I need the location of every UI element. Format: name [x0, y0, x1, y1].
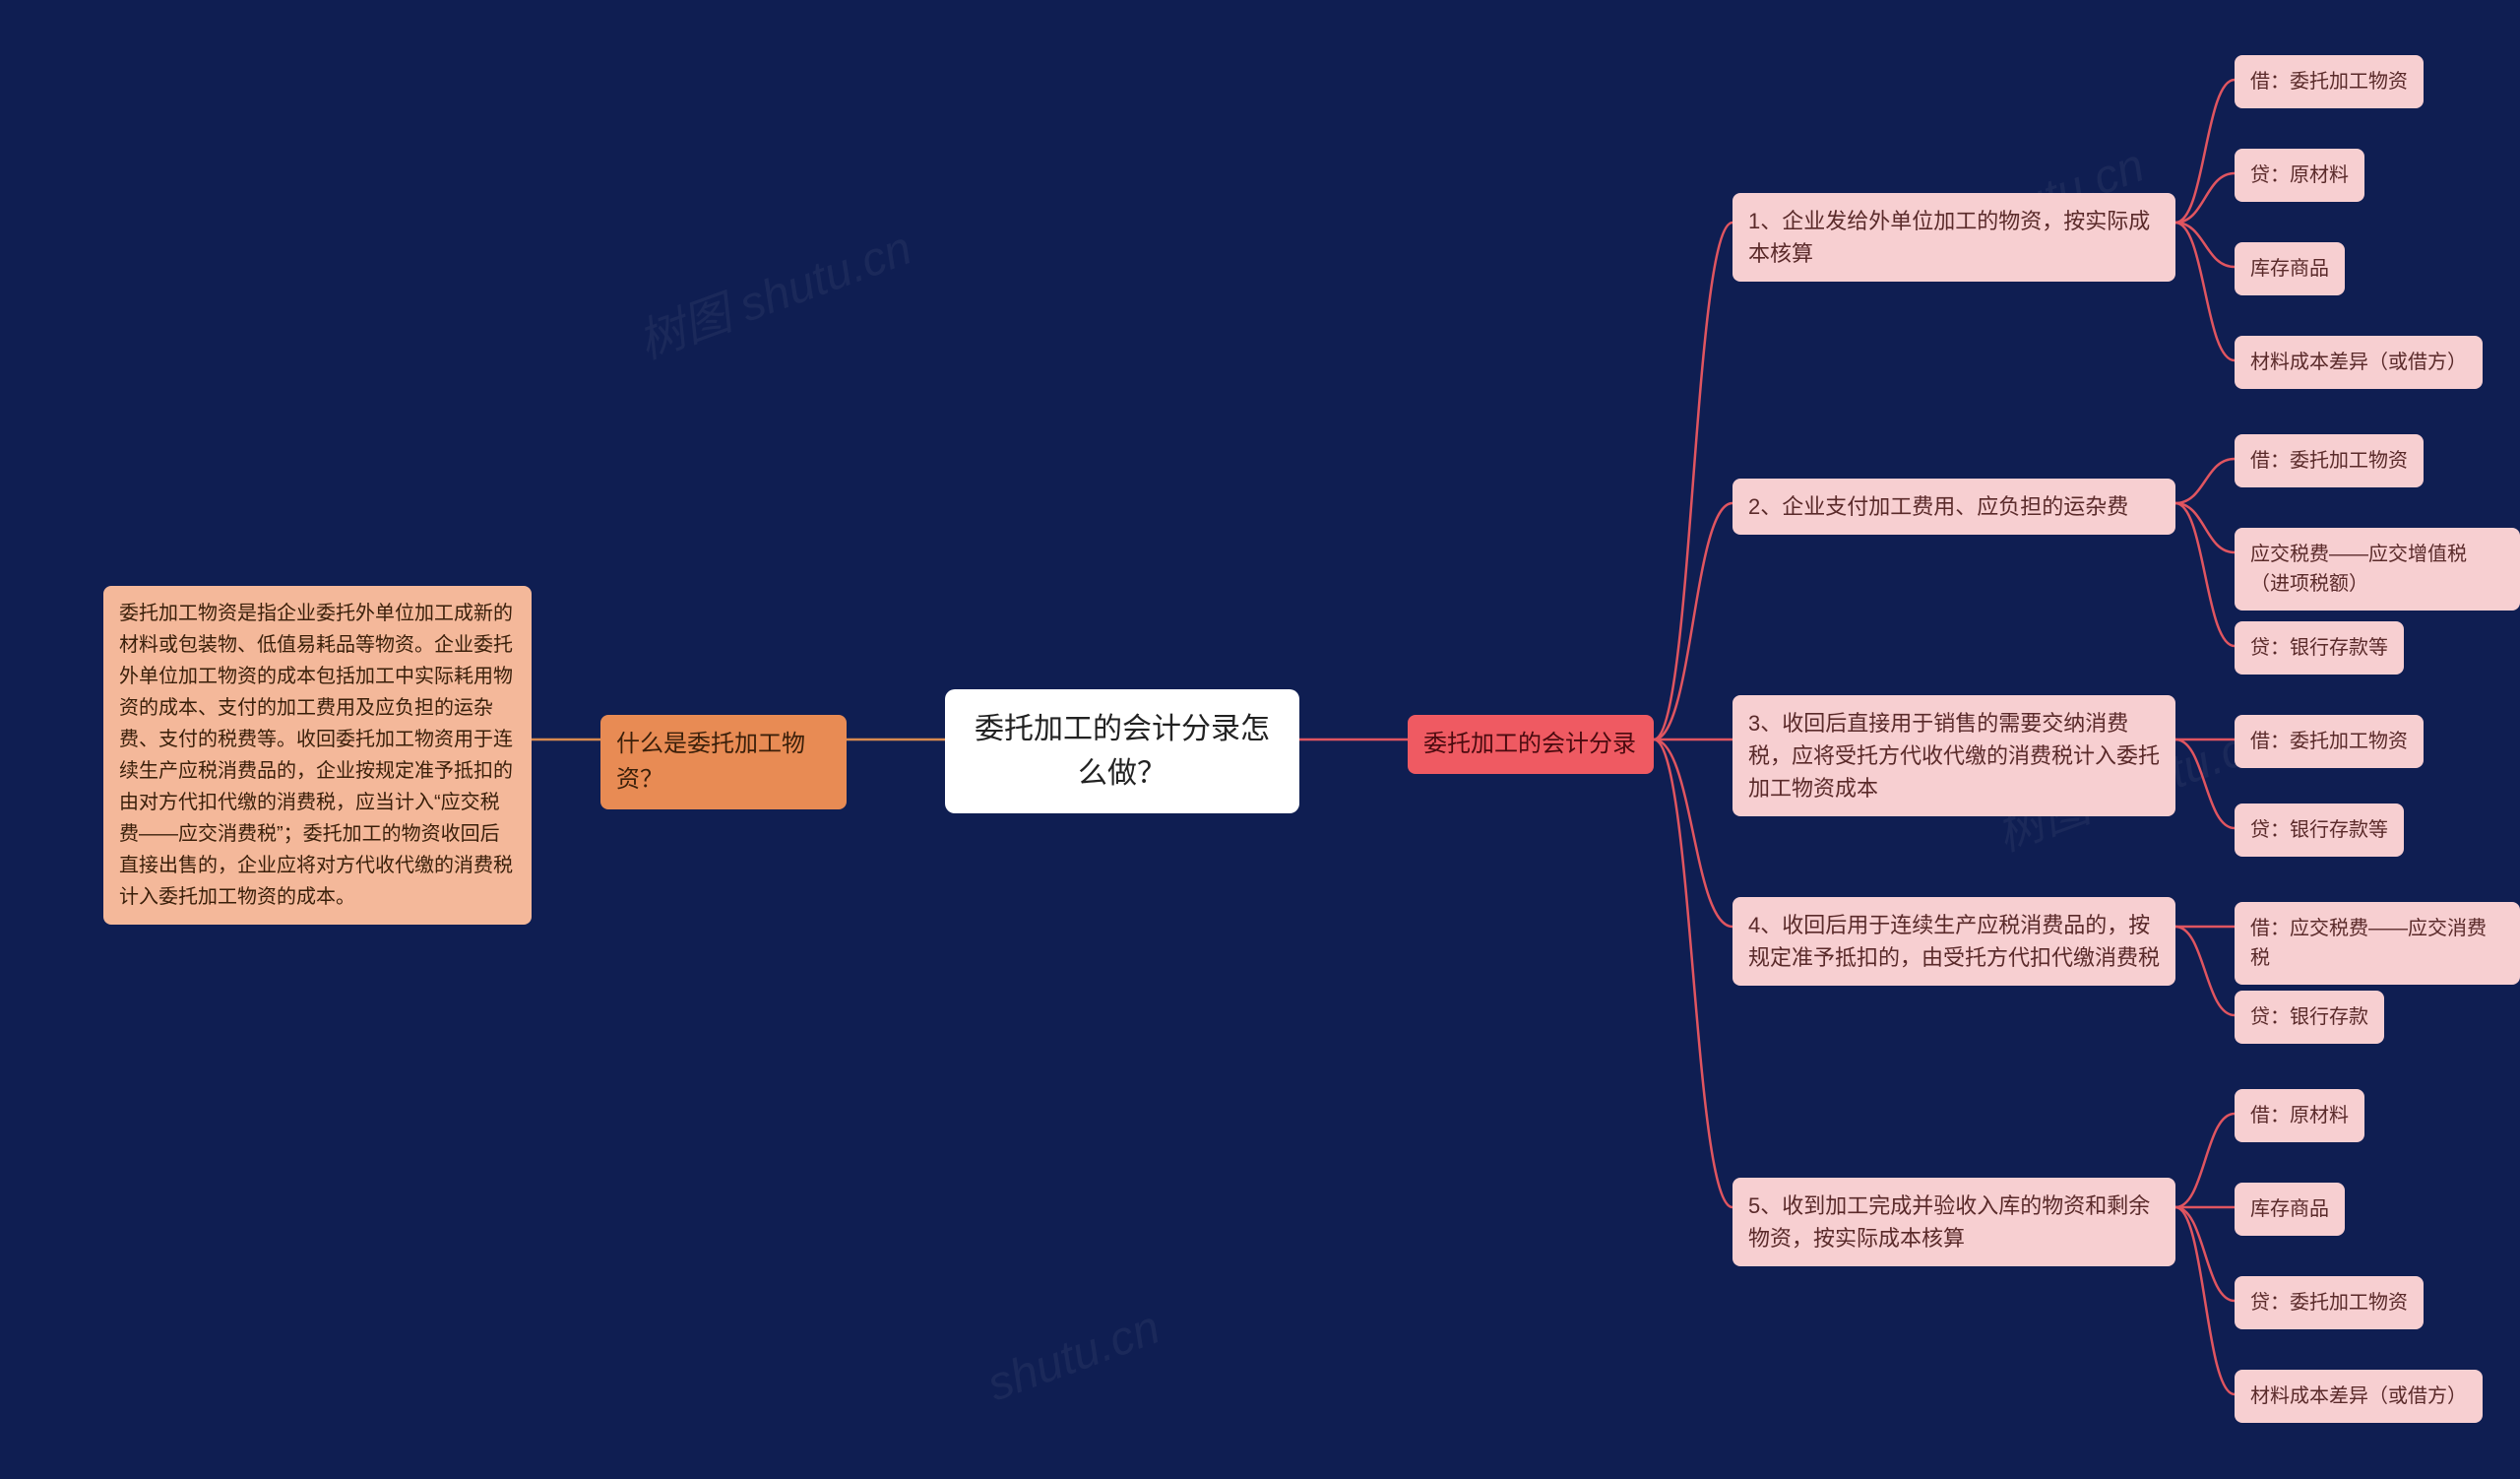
- leaf-text: 库存商品: [2250, 1198, 2329, 1220]
- group-label: 2、企业支付加工费用、应负担的运杂费: [1748, 494, 2128, 519]
- root-label: 委托加工的会计分录怎么做？: [975, 713, 1270, 790]
- leaf-text: 材料成本差异（或借方）: [2250, 352, 2467, 373]
- leaf-text: 贷：银行存款等: [2250, 637, 2388, 659]
- leaf-text: 贷：银行存款: [2250, 1006, 2368, 1028]
- leaf-node: 贷：原材料: [2235, 149, 2364, 202]
- leaf-node: 借：委托加工物资: [2235, 434, 2424, 487]
- group-node-0: 1、企业发给外单位加工的物资，按实际成本核算: [1732, 193, 2175, 282]
- leaf-node: 借：委托加工物资: [2235, 55, 2424, 108]
- leaf-node: 贷：委托加工物资: [2235, 1276, 2424, 1329]
- left-branch-detail-text: 委托加工物资是指企业委托外单位加工成新的材料或包装物、低值易耗品等物资。企业委托…: [119, 603, 513, 908]
- root-node: 委托加工的会计分录怎么做？: [945, 689, 1299, 813]
- leaf-text: 借：委托加工物资: [2250, 450, 2408, 472]
- leaf-text: 贷：银行存款等: [2250, 819, 2388, 841]
- leaf-text: 贷：原材料: [2250, 164, 2349, 186]
- group-label: 4、收回后用于连续生产应税消费品的，按规定准予抵扣的，由受托方代扣代缴消费税: [1748, 913, 2160, 970]
- leaf-text: 材料成本差异（或借方）: [2250, 1385, 2467, 1407]
- leaf-node: 库存商品: [2235, 242, 2345, 295]
- leaf-text: 借：应交税费——应交消费税: [2250, 918, 2487, 969]
- group-node-3: 4、收回后用于连续生产应税消费品的，按规定准予抵扣的，由受托方代扣代缴消费税: [1732, 897, 2175, 986]
- leaf-node: 借：原材料: [2235, 1089, 2364, 1142]
- leaf-node: 借：委托加工物资: [2235, 715, 2424, 768]
- leaf-node: 应交税费——应交增值税（进项税额）: [2235, 528, 2520, 611]
- watermark: shutu.cn: [980, 1301, 1166, 1413]
- leaf-text: 借：委托加工物资: [2250, 731, 2408, 752]
- group-node-4: 5、收到加工完成并验收入库的物资和剩余物资，按实际成本核算: [1732, 1178, 2175, 1266]
- leaf-node: 贷：银行存款: [2235, 991, 2384, 1044]
- group-label: 1、企业发给外单位加工的物资，按实际成本核算: [1748, 209, 2150, 266]
- leaf-node: 材料成本差异（或借方）: [2235, 1370, 2483, 1423]
- leaf-node: 贷：银行存款等: [2235, 804, 2404, 857]
- group-node-2: 3、收回后直接用于销售的需要交纳消费税，应将受托方代收代缴的消费税计入委托加工物…: [1732, 695, 2175, 816]
- leaf-node: 库存商品: [2235, 1183, 2345, 1236]
- leaf-node: 材料成本差异（或借方）: [2235, 336, 2483, 389]
- leaf-text: 库存商品: [2250, 258, 2329, 280]
- leaf-text: 借：委托加工物资: [2250, 71, 2408, 93]
- left-branch-text: 什么是委托加工物资？: [616, 731, 805, 793]
- leaf-text: 应交税费——应交增值税（进项税额）: [2250, 544, 2467, 595]
- right-branch-text: 委托加工的会计分录: [1423, 731, 1636, 757]
- right-branch-label: 委托加工的会计分录: [1408, 715, 1654, 774]
- left-branch-detail: 委托加工物资是指企业委托外单位加工成新的材料或包装物、低值易耗品等物资。企业委托…: [103, 586, 532, 925]
- group-node-1: 2、企业支付加工费用、应负担的运杂费: [1732, 479, 2175, 535]
- group-label: 5、收到加工完成并验收入库的物资和剩余物资，按实际成本核算: [1748, 1193, 2150, 1251]
- leaf-node: 借：应交税费——应交消费税: [2235, 902, 2520, 985]
- watermark: 树图 shutu.cn: [627, 209, 919, 371]
- leaf-text: 借：原材料: [2250, 1105, 2349, 1126]
- leaf-text: 贷：委托加工物资: [2250, 1292, 2408, 1314]
- group-label: 3、收回后直接用于销售的需要交纳消费税，应将受托方代收代缴的消费税计入委托加工物…: [1748, 711, 2160, 801]
- left-branch-label: 什么是委托加工物资？: [600, 715, 847, 809]
- leaf-node: 贷：银行存款等: [2235, 621, 2404, 675]
